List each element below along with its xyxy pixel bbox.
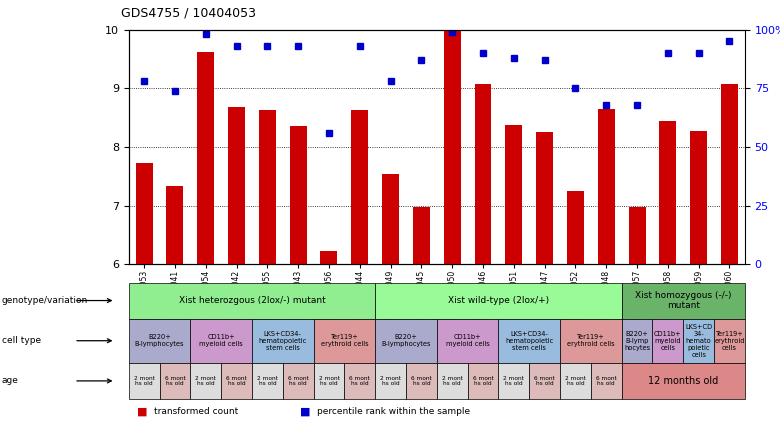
Bar	[659, 121, 676, 264]
Text: B220+
B-lymp
hocytes: B220+ B-lymp hocytes	[624, 331, 650, 351]
Text: 6 mont
hs old: 6 mont hs old	[534, 376, 555, 386]
Bar	[382, 174, 399, 264]
Text: Ter119+
erythroid
cells: Ter119+ erythroid cells	[714, 331, 745, 351]
Bar	[567, 191, 584, 264]
Text: GDS4755 / 10404053: GDS4755 / 10404053	[121, 6, 256, 19]
Text: percentile rank within the sample: percentile rank within the sample	[317, 407, 470, 416]
Text: 2 mont
hs old: 2 mont hs old	[503, 376, 524, 386]
Text: 6 mont
hs old: 6 mont hs old	[349, 376, 370, 386]
Bar	[228, 107, 245, 264]
Text: 2 mont
hs old: 2 mont hs old	[318, 376, 339, 386]
Text: LKS+CD34-
hematopoietic
stem cells: LKS+CD34- hematopoietic stem cells	[505, 331, 553, 351]
Text: age: age	[2, 376, 19, 385]
Text: Xist homozygous (-/-)
mutant: Xist homozygous (-/-) mutant	[635, 291, 732, 310]
Text: 6 mont
hs old: 6 mont hs old	[596, 376, 617, 386]
Text: CD11b+
myeloid cells: CD11b+ myeloid cells	[445, 334, 490, 347]
Text: ■: ■	[136, 407, 147, 417]
Bar	[136, 163, 153, 264]
Text: 2 mont
hs old: 2 mont hs old	[565, 376, 586, 386]
Bar	[629, 207, 646, 264]
Text: LKS+CD
34-
hemato
poietic
cells: LKS+CD 34- hemato poietic cells	[685, 324, 712, 358]
Text: 6 mont
hs old: 6 mont hs old	[411, 376, 432, 386]
Text: 2 mont
hs old: 2 mont hs old	[133, 376, 154, 386]
Text: Xist wild-type (2lox/+): Xist wild-type (2lox/+)	[448, 296, 549, 305]
Text: genotype/variation: genotype/variation	[2, 296, 88, 305]
Text: CD11b+
myeloid
cells: CD11b+ myeloid cells	[654, 331, 682, 351]
Text: 6 mont
hs old: 6 mont hs old	[165, 376, 186, 386]
Bar	[505, 125, 523, 264]
Bar	[474, 84, 491, 264]
Bar	[444, 31, 461, 264]
Text: B220+
B-lymphocytes: B220+ B-lymphocytes	[135, 334, 184, 347]
Text: B220+
B-lymphocytes: B220+ B-lymphocytes	[381, 334, 431, 347]
Bar	[197, 52, 215, 264]
Text: transformed count: transformed count	[154, 407, 238, 416]
Bar	[536, 132, 553, 264]
Bar	[289, 126, 307, 264]
Bar	[259, 110, 276, 264]
Bar	[166, 186, 183, 264]
Bar	[351, 110, 368, 264]
Bar	[413, 207, 430, 264]
Text: 2 mont
hs old: 2 mont hs old	[380, 376, 401, 386]
Bar	[690, 131, 707, 264]
Text: LKS+CD34-
hematopoietic
stem cells: LKS+CD34- hematopoietic stem cells	[259, 331, 307, 351]
Text: CD11b+
myeloid cells: CD11b+ myeloid cells	[199, 334, 243, 347]
Text: Xist heterozgous (2lox/-) mutant: Xist heterozgous (2lox/-) mutant	[179, 296, 325, 305]
Text: Ter119+
erythroid cells: Ter119+ erythroid cells	[321, 334, 368, 347]
Text: 12 months old: 12 months old	[648, 376, 718, 386]
Text: cell type: cell type	[2, 336, 41, 345]
Bar	[597, 109, 615, 264]
Text: 6 mont
hs old: 6 mont hs old	[473, 376, 494, 386]
Text: Ter119+
erythroid cells: Ter119+ erythroid cells	[567, 334, 615, 347]
Text: 2 mont
hs old: 2 mont hs old	[441, 376, 463, 386]
Text: 6 mont
hs old: 6 mont hs old	[288, 376, 309, 386]
Text: 6 mont
hs old: 6 mont hs old	[226, 376, 247, 386]
Bar	[721, 84, 738, 264]
Text: 2 mont
hs old: 2 mont hs old	[195, 376, 216, 386]
Bar	[321, 251, 338, 264]
Text: ■: ■	[300, 407, 310, 417]
Text: 2 mont
hs old: 2 mont hs old	[257, 376, 278, 386]
